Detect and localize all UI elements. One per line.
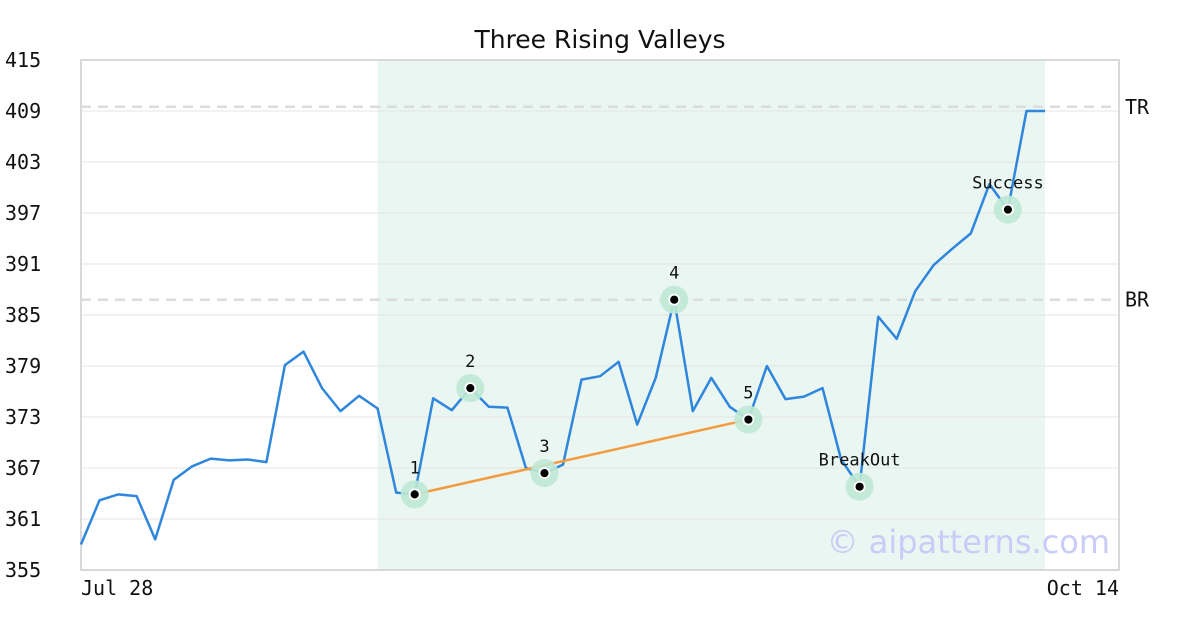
pattern-point-label: 1 (410, 458, 420, 478)
level-label: TR (1125, 95, 1150, 119)
pattern-point-label: 2 (465, 352, 475, 372)
y-tick-label: 361 (5, 507, 41, 531)
pattern-point-label: Success (972, 174, 1044, 194)
y-tick-label: 379 (5, 354, 41, 378)
watermark: © aipatterns.com (827, 523, 1110, 561)
y-tick-label: 355 (5, 558, 41, 582)
x-tick-label-end: Oct 14 (1047, 576, 1119, 600)
valley-trendline (414, 418, 749, 496)
pattern-point-label: 4 (669, 264, 679, 284)
pattern-point (464, 382, 477, 395)
plot-area: 355 361 367 373 379 385 391 397 403 409 415 TR BR 1 2 3… (5, 48, 1150, 582)
price-line (79, 109, 1045, 545)
pattern-point (742, 413, 755, 426)
x-tick-label-start: Jul 28 (81, 576, 153, 600)
y-tick-label: 373 (5, 405, 41, 429)
pattern-point (1002, 203, 1014, 216)
pattern-point-label: 3 (539, 437, 549, 457)
pattern-point (408, 488, 421, 501)
y-tick-label: 367 (5, 456, 41, 480)
y-tick-label: 397 (5, 201, 41, 225)
y-tick-label: 391 (5, 252, 41, 276)
pattern-point (668, 293, 681, 306)
y-tick-label: 403 (5, 150, 41, 174)
pattern-point (853, 480, 866, 493)
pattern-point (538, 467, 551, 480)
y-tick-label: 409 (5, 99, 41, 123)
chart-title: Three Rising Valleys (473, 25, 725, 54)
y-tick-label: 385 (5, 303, 41, 327)
level-label: BR (1125, 288, 1150, 312)
plot-frame (80, 59, 1120, 571)
pattern-point-label: 5 (743, 384, 753, 404)
y-tick-label: 415 (5, 48, 41, 72)
pattern-point-label: BreakOut (819, 451, 901, 471)
